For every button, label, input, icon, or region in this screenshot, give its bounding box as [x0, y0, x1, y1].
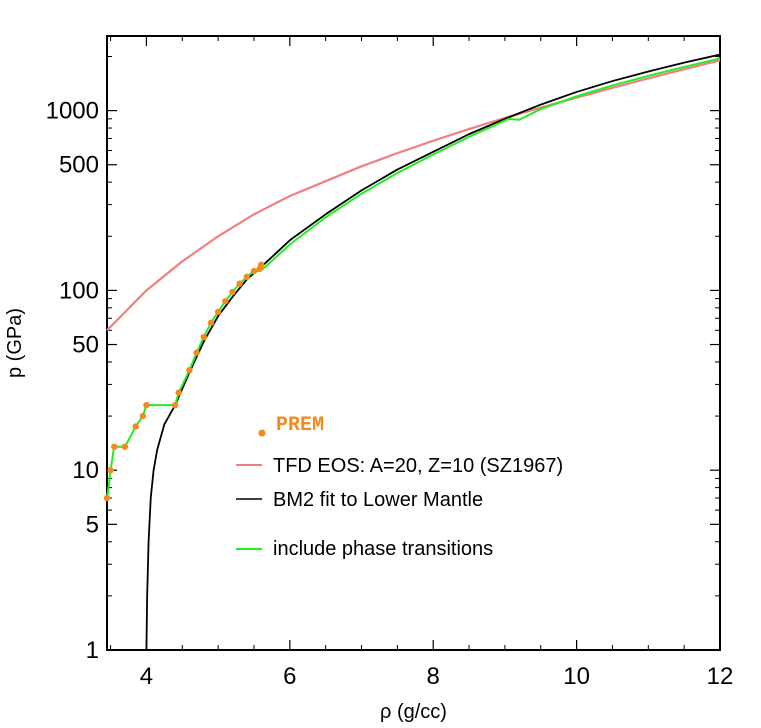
- prem-data-point: [200, 333, 207, 341]
- y-tick-label: 50: [72, 332, 99, 359]
- prem-data-point: [139, 412, 147, 420]
- x-tick-label: 6: [283, 663, 296, 690]
- x-tick-label: 12: [707, 663, 734, 690]
- y-tick-label: 5: [86, 511, 99, 538]
- prem-data-point: [193, 349, 200, 356]
- tick-labels: 4 6 8 10 12 1 5 10 50 100 500 1000: [46, 98, 734, 690]
- prem-data-point: [222, 298, 229, 305]
- prem-data-point: [110, 443, 118, 450]
- bm2-series-line: [145, 53, 721, 651]
- x-tick-label: 10: [563, 663, 590, 690]
- y-tick-label: 1000: [46, 98, 99, 125]
- tfd-series-line: [106, 59, 721, 332]
- legend-tfd-label: TFD EOS: A=20, Z=10 (SZ1967): [273, 455, 563, 477]
- y-axis-title: p (GPa): [4, 308, 26, 378]
- prem-data-point: [171, 401, 179, 409]
- x-tick-label: 4: [140, 663, 153, 690]
- legend-phase-label: include phase transitions: [273, 538, 493, 560]
- y-tick-label: 500: [59, 152, 99, 179]
- prem-data-point: [132, 423, 139, 430]
- x-axis-title: ρ (g/cc): [380, 701, 447, 723]
- prem-data-point: [107, 467, 114, 474]
- y-tick-label: 100: [59, 277, 99, 304]
- prem-data-point: [103, 494, 111, 502]
- prem-data-point: [229, 288, 236, 296]
- prem-data-point: [121, 443, 129, 450]
- y-tick-label: 1: [86, 637, 99, 664]
- prem-points-layer: [103, 261, 265, 502]
- prem-data-point: [207, 319, 215, 327]
- prem-data-point: [175, 389, 182, 396]
- legend-bm2-label: BM2 fit to Lower Mantle: [273, 489, 483, 511]
- prem-data-point: [214, 308, 222, 316]
- y-tick-label: 10: [72, 457, 99, 484]
- prem-data-point: [250, 267, 258, 275]
- axis-ticks: [107, 36, 721, 651]
- prem-data-point: [257, 261, 265, 268]
- legend-prem-label: PREM: [276, 414, 324, 437]
- legend-prem-marker: [258, 429, 266, 437]
- x-tick-label: 8: [427, 663, 440, 690]
- legend: PREM TFD EOS: A=20, Z=10 (SZ1967) BM2 fi…: [236, 414, 563, 560]
- prem-data-point: [143, 401, 150, 409]
- prem-data-point: [243, 273, 251, 281]
- prem-data-point: [236, 280, 243, 287]
- prem-data-point: [186, 366, 193, 374]
- phase-series-line: [106, 57, 721, 499]
- plot-frame: [106, 35, 721, 651]
